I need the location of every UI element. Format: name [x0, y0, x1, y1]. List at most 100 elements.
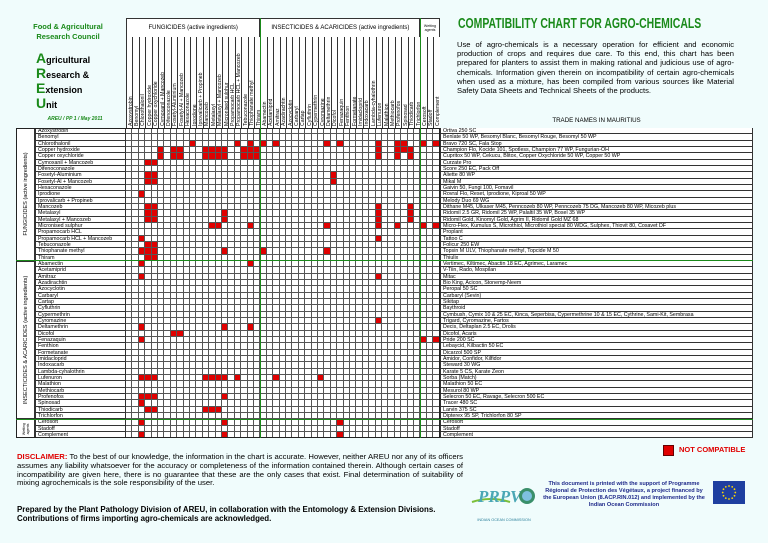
matrix-cell: [286, 128, 293, 135]
matrix-cell: [196, 128, 203, 135]
matrix-cell: [234, 165, 242, 173]
matrix-cell: [241, 172, 248, 179]
matrix-cell: [394, 178, 402, 185]
matrix-cell: [164, 134, 171, 141]
matrix-cell: [311, 178, 318, 185]
matrix-cell: [298, 134, 306, 141]
matrix-cell: [260, 178, 267, 185]
row-label: Fosetyl-Al + Mancozeb: [35, 178, 126, 185]
row-label: Chlorothalonil: [35, 140, 126, 147]
matrix-cell: [279, 172, 286, 179]
prpv-logo: PRPV INDIAN OCEAN COMMISSION: [470, 478, 538, 522]
incompatible-cell: [241, 153, 248, 160]
column-header: Complement: [433, 37, 441, 128]
trade-name-cell: Score 250 EC, Pack Off: [440, 165, 753, 173]
matrix-cell: [132, 172, 139, 179]
incompatible-cell: [170, 153, 178, 160]
areu-word: xtension: [45, 85, 83, 95]
matrix-cell: [254, 165, 261, 173]
matrix-cell: [177, 165, 184, 173]
row-group-label-text: FUNGICIDES (active ingredients): [22, 152, 29, 237]
matrix-cell: [394, 128, 402, 135]
matrix-cell: [350, 178, 357, 185]
matrix-cell: [350, 153, 357, 160]
matrix-cell: [228, 153, 235, 160]
matrix-cell: [279, 140, 286, 147]
matrix-cell: [369, 153, 376, 160]
matrix-cell: [273, 172, 280, 179]
matrix-cell: [292, 165, 299, 173]
matrix-cell: [222, 178, 229, 185]
matrix-cell: [138, 172, 146, 179]
matrix-cell: [215, 128, 222, 135]
prepared-line-1: Prepared by the Plant Pathology Division…: [17, 505, 436, 514]
matrix-cell: [222, 140, 229, 147]
column-header: Indoxacarb: [362, 37, 370, 128]
column-header: Amitraz: [273, 37, 281, 128]
matrix-cell: [190, 146, 197, 154]
matrix-cell: [375, 165, 382, 173]
matrix-cell: [343, 146, 350, 154]
matrix-cell: [145, 128, 152, 135]
areu-line: Extension: [36, 81, 90, 97]
matrix-cell: [228, 172, 235, 179]
matrix-cell: [222, 128, 229, 135]
matrix-cell: [286, 146, 293, 154]
matrix-cell: [254, 134, 261, 141]
group-separator-vertical: [419, 18, 421, 439]
matrix-cell: [196, 153, 203, 160]
trade-name-cell: Cupritox 50 WP, Cekucu, Blitox, Copper O…: [440, 153, 753, 160]
matrix-cell: [420, 134, 427, 141]
matrix-cell: [177, 140, 184, 147]
matrix-cell: [311, 128, 318, 135]
areu-initial: A: [36, 50, 47, 66]
matrix-cell: [190, 165, 197, 173]
matrix-cell: [145, 153, 152, 160]
column-header: Formetanate: [350, 37, 358, 128]
matrix-cell: [260, 146, 267, 154]
matrix-cell: [196, 165, 203, 173]
matrix-cell: [177, 134, 184, 141]
matrix-cell: [433, 431, 440, 439]
matrix-cell: [292, 159, 299, 166]
group-separator-vertical: [259, 18, 261, 439]
column-header: Cypermethrin: [311, 37, 319, 128]
matrix-cell: [196, 134, 203, 141]
column-header: Thiophanate methyl: [247, 37, 255, 128]
matrix-cell: [202, 159, 210, 166]
matrix-cell: [266, 140, 274, 147]
matrix-cell: [164, 153, 171, 160]
matrix-cell: [426, 172, 434, 179]
matrix-cell: [298, 172, 306, 179]
incompatible-cell: [145, 172, 152, 179]
column-header: Deltamethrin: [324, 37, 332, 128]
matrix-cell: [279, 153, 286, 160]
matrix-cell: [234, 172, 242, 179]
matrix-cell: [196, 159, 203, 166]
matrix-cell: [375, 172, 382, 179]
matrix-cell: [311, 159, 318, 166]
matrix-cell: [292, 153, 299, 160]
matrix-cell: [292, 140, 299, 147]
matrix-cell: [138, 128, 146, 135]
matrix-cell: [407, 165, 414, 173]
matrix-cell: [414, 146, 421, 154]
matrix-cell: [183, 165, 190, 173]
matrix-cell: [426, 165, 434, 173]
matrix-cell: [132, 159, 139, 166]
incompatible-cell: [273, 140, 280, 147]
column-header: Mancozeb: [202, 37, 210, 128]
matrix-cell: [388, 140, 395, 147]
matrix-cell: [177, 184, 184, 192]
matrix-cell: [311, 146, 318, 154]
matrix-cell: [241, 128, 248, 135]
matrix-cell: [324, 134, 331, 141]
column-header: Copper oxychloride: [151, 37, 159, 128]
matrix-cell: [190, 172, 197, 179]
row-label: Copper hydroxide: [35, 146, 126, 154]
row-label: Hexaconazole: [35, 184, 126, 192]
matrix-cell: [260, 134, 267, 141]
matrix-cell: [190, 184, 197, 192]
matrix-cell: [388, 159, 395, 166]
matrix-cell: [362, 172, 370, 179]
